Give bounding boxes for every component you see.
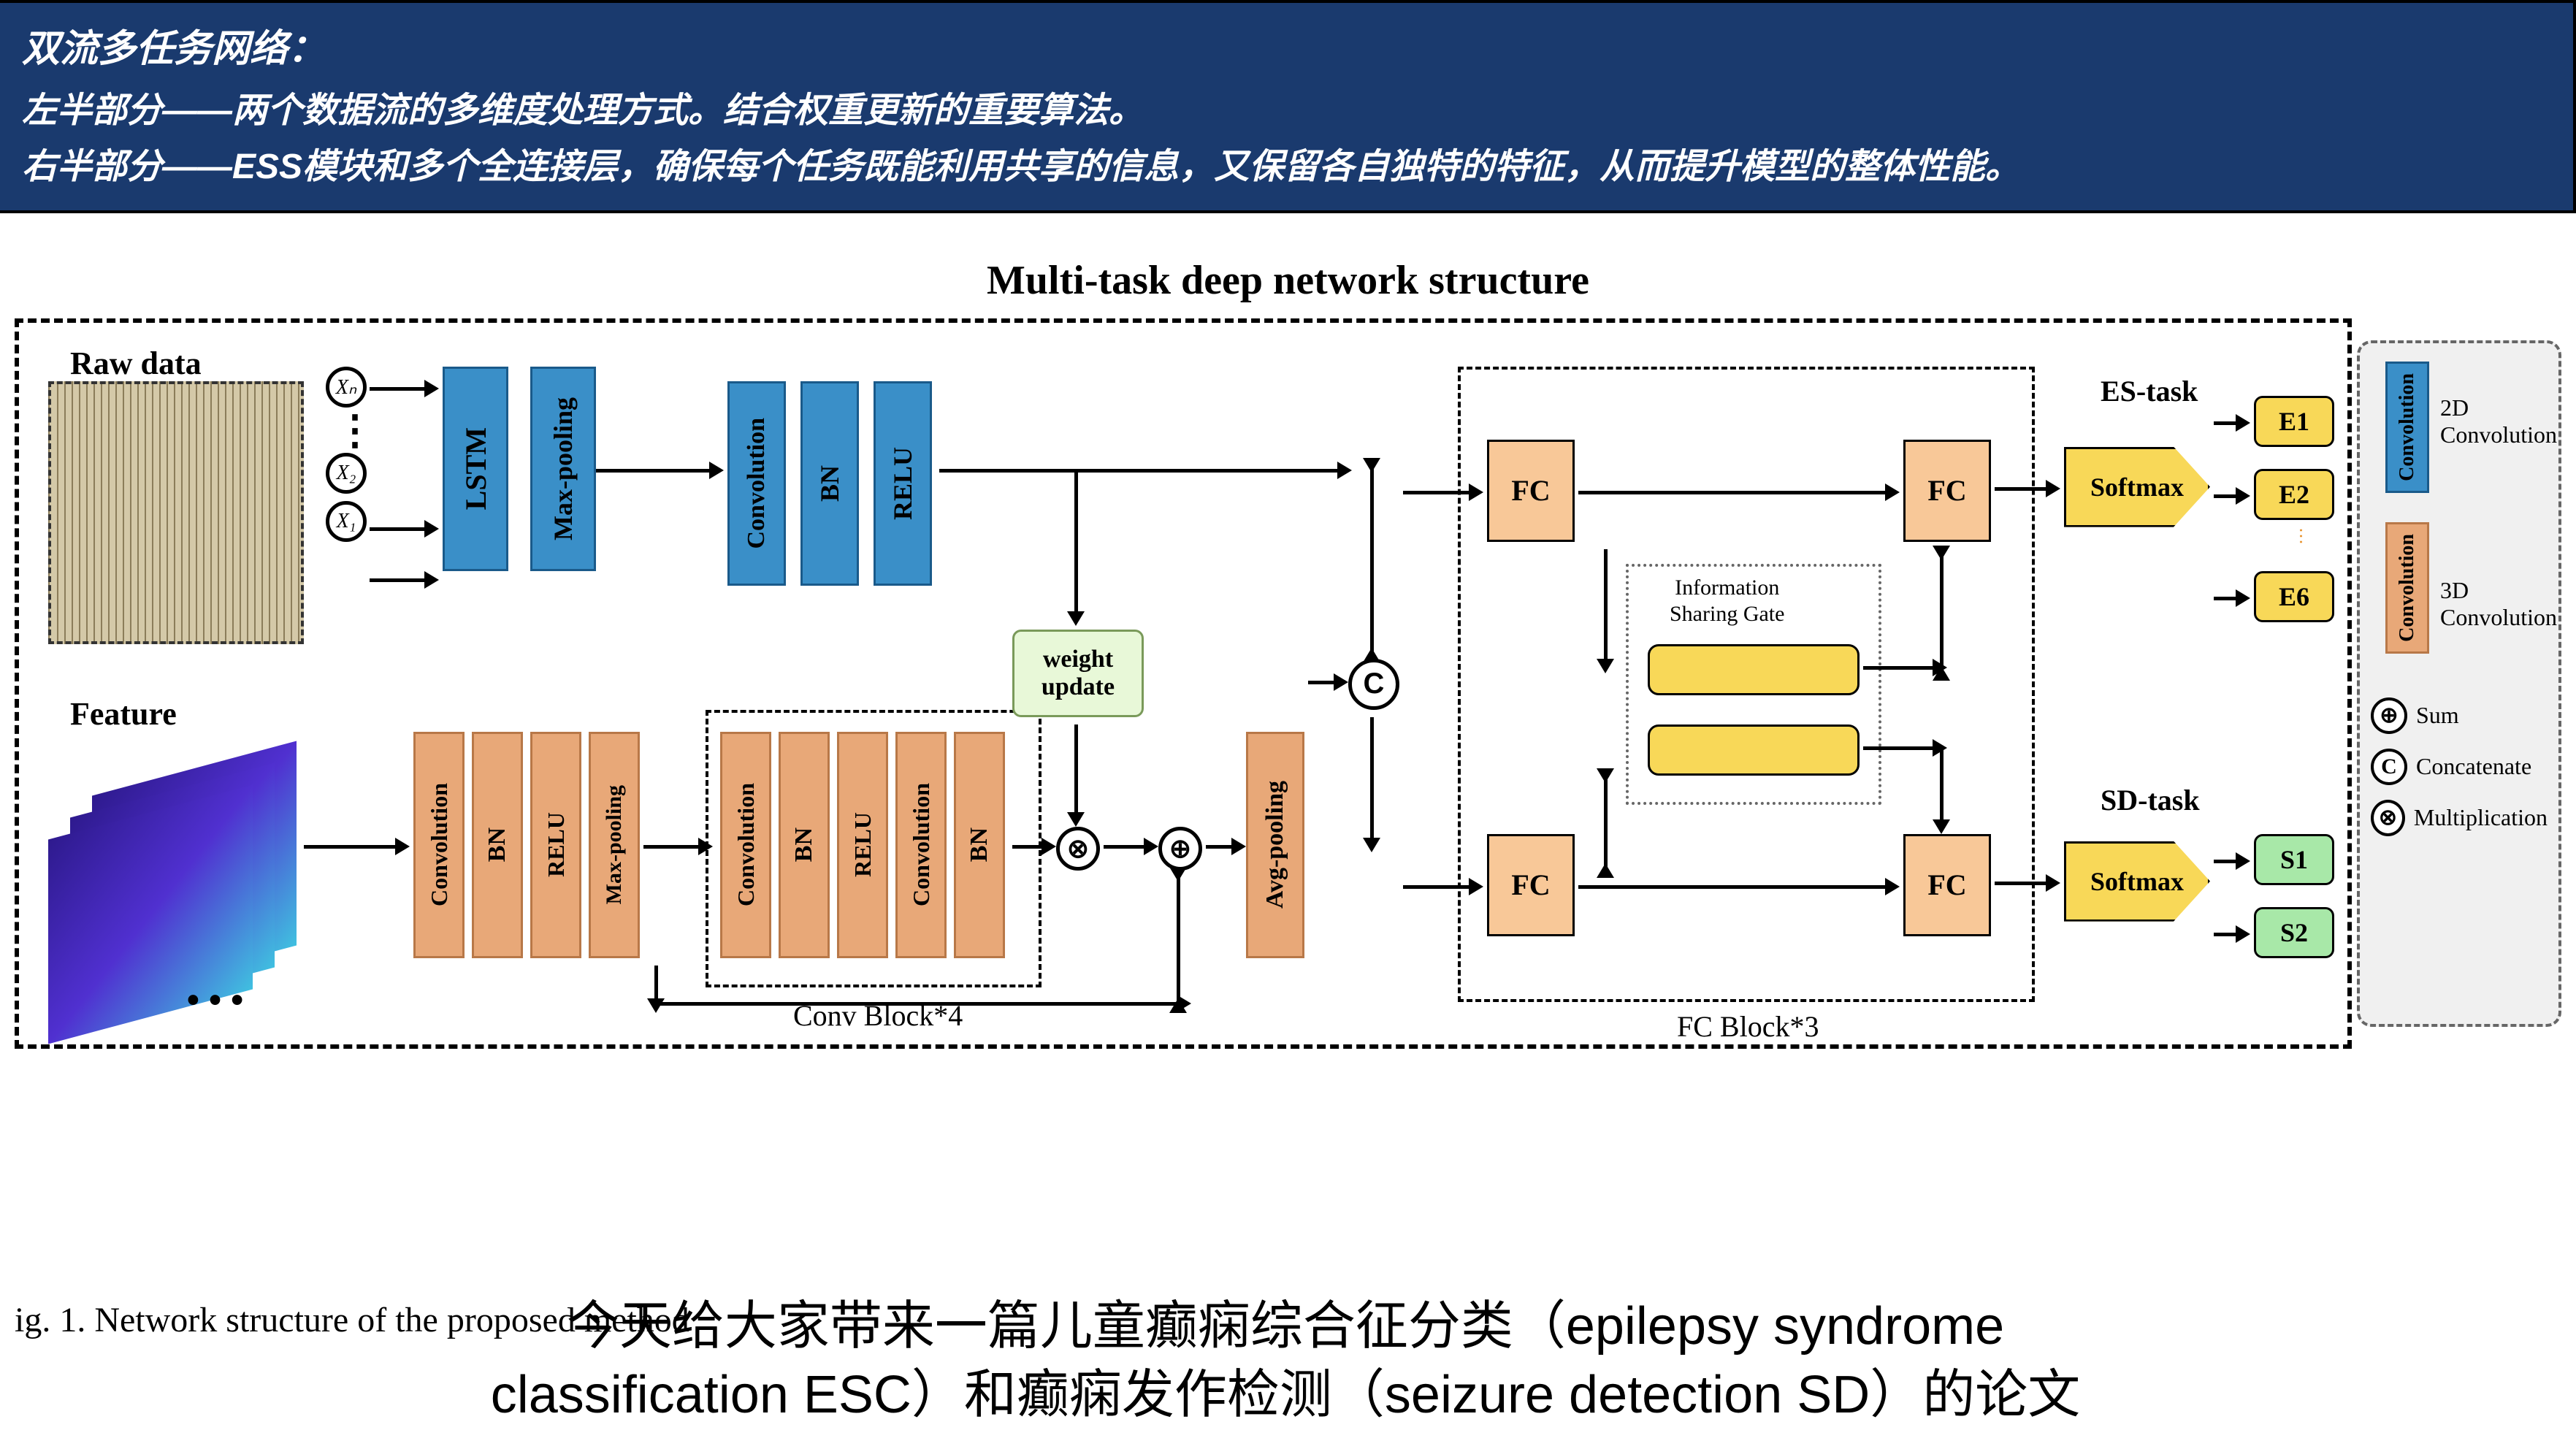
gate-bar2: [1648, 724, 1860, 776]
feature-image: [48, 739, 304, 1017]
conv-b2: Convolution: [720, 732, 771, 958]
raw-data-image: [48, 381, 304, 644]
header-title: 双流多任务网络：: [22, 18, 2551, 72]
fcblock-label: FC Block*3: [1677, 1009, 1819, 1044]
es-task-label: ES-task: [2101, 374, 2198, 408]
bn-b1: BN: [472, 732, 523, 958]
fc-tl: FC: [1487, 440, 1575, 542]
arrow: [1403, 885, 1472, 889]
arrow: [1604, 779, 1608, 867]
arrow: [1074, 469, 1078, 615]
arrow: [2214, 860, 2239, 863]
arrow: [596, 469, 713, 473]
arrow: [2214, 421, 2239, 425]
arrow: [1995, 487, 2049, 491]
legend-box: Convolution 2D Convolution Convolution 3…: [2357, 340, 2561, 1027]
input-x1: X₁: [326, 501, 367, 542]
bn-top: BN: [800, 381, 859, 586]
maxpool-top: Max-pooling: [530, 367, 596, 571]
arrow: [1370, 469, 1374, 651]
main-diagram-box: Raw data Feature • • • Xₙ ⋮ X₂ X₁ LSTM M…: [15, 318, 2352, 1049]
legend-3d-conv: Convolution: [2385, 522, 2429, 654]
header-line1: 左半部分——两个数据流的多维度处理方式。结合权重更新的重要算法。: [22, 83, 2551, 139]
maxpool-b1: Max-pooling: [589, 732, 640, 958]
arrow: [370, 527, 428, 531]
conv-b1: Convolution: [413, 732, 465, 958]
legend-sum: ⊕ Sum: [2371, 697, 2548, 734]
info-gate-label: InformationSharing Gate: [1670, 575, 1784, 627]
avgpool: Avg-pooling: [1246, 732, 1304, 958]
out-e1: E1: [2254, 396, 2334, 447]
conv-b3: Convolution: [895, 732, 947, 958]
bn-b2: BN: [779, 732, 830, 958]
arrow: [1012, 845, 1045, 849]
arrow: [1940, 746, 1944, 823]
arrow: [1074, 724, 1078, 816]
relu-top: RELU: [874, 381, 932, 586]
gate-bar1: [1648, 644, 1860, 695]
out-e6: E6: [2254, 571, 2334, 622]
arrow: [1370, 717, 1374, 841]
out-s2: S2: [2254, 907, 2334, 958]
relu-b1: RELU: [530, 732, 581, 958]
arrow: [939, 469, 1341, 473]
arrow: [2214, 494, 2239, 498]
arrow: [643, 845, 702, 849]
arrow: [2214, 597, 2239, 600]
arrow: [1863, 666, 1936, 670]
softmax-sd: Softmax: [2064, 841, 2210, 922]
fc-br: FC: [1903, 834, 1991, 936]
out-s1: S1: [2254, 834, 2334, 885]
relu-b2: RELU: [837, 732, 888, 958]
input-x2: X₂: [326, 453, 367, 494]
feature-dots: • • •: [187, 980, 243, 1020]
legend-3d-label: 3D Convolution: [2440, 577, 2557, 631]
arrow: [1403, 491, 1472, 494]
legend-mult: ⊗ Multiplication: [2371, 800, 2548, 836]
input-xn: Xₙ: [326, 367, 367, 408]
arrow: [1604, 549, 1608, 662]
header-line2: 右半部分——ESS模块和多个全连接层，确保每个任务既能利用共享的信息，又保留各自…: [22, 139, 2551, 196]
arrow: [370, 387, 428, 391]
fc-tr: FC: [1903, 440, 1991, 542]
arrow: [1177, 878, 1180, 1002]
arrow: [370, 578, 428, 582]
subtitle-overlay: 今天给大家带来一篇儿童癫痫综合征分类（epilepsy syndrome cla…: [44, 1293, 2527, 1429]
fc-bl: FC: [1487, 834, 1575, 936]
weight-update: weight update: [1012, 630, 1144, 717]
arrow: [1206, 845, 1235, 849]
arrow: [1578, 885, 1889, 889]
concat-op: C: [1348, 659, 1399, 710]
arrow: [1104, 845, 1147, 849]
arrow: [1863, 746, 1936, 750]
legend-2d-conv: Convolution: [2385, 362, 2429, 493]
arrow: [1308, 681, 1337, 684]
mult-op: ⊗: [1056, 827, 1100, 871]
conv-top: Convolution: [727, 381, 786, 586]
sd-task-label: SD-task: [2101, 783, 2200, 817]
softmax-es: Softmax: [2064, 447, 2210, 527]
arrow: [2214, 933, 2239, 936]
diagram-container: Raw data Feature • • • Xₙ ⋮ X₂ X₁ LSTM M…: [15, 318, 2561, 1063]
legend-concat: C Concatenate: [2371, 749, 2548, 785]
legend-2d-label: 2D Convolution: [2440, 394, 2557, 448]
sum-op: ⊕: [1158, 827, 1202, 871]
header-box: 双流多任务网络： 左半部分——两个数据流的多维度处理方式。结合权重更新的重要算法…: [0, 0, 2576, 213]
arrow: [654, 966, 658, 1002]
arrow: [1995, 882, 2049, 885]
arrow: [1940, 557, 1944, 670]
diagram-title: Multi-task deep network structure: [0, 257, 2576, 304]
feature-label: Feature: [70, 695, 177, 733]
input-vdots: ⋮: [326, 422, 384, 438]
out-e2: E2: [2254, 469, 2334, 520]
raw-data-label: Raw data: [70, 345, 202, 382]
lstm-block: LSTM: [443, 367, 508, 571]
arrow: [654, 1002, 1180, 1006]
arrow: [304, 845, 399, 849]
e-dots: ⋯: [2290, 527, 2311, 545]
arrow: [1578, 491, 1889, 494]
bn-b3: BN: [954, 732, 1005, 958]
